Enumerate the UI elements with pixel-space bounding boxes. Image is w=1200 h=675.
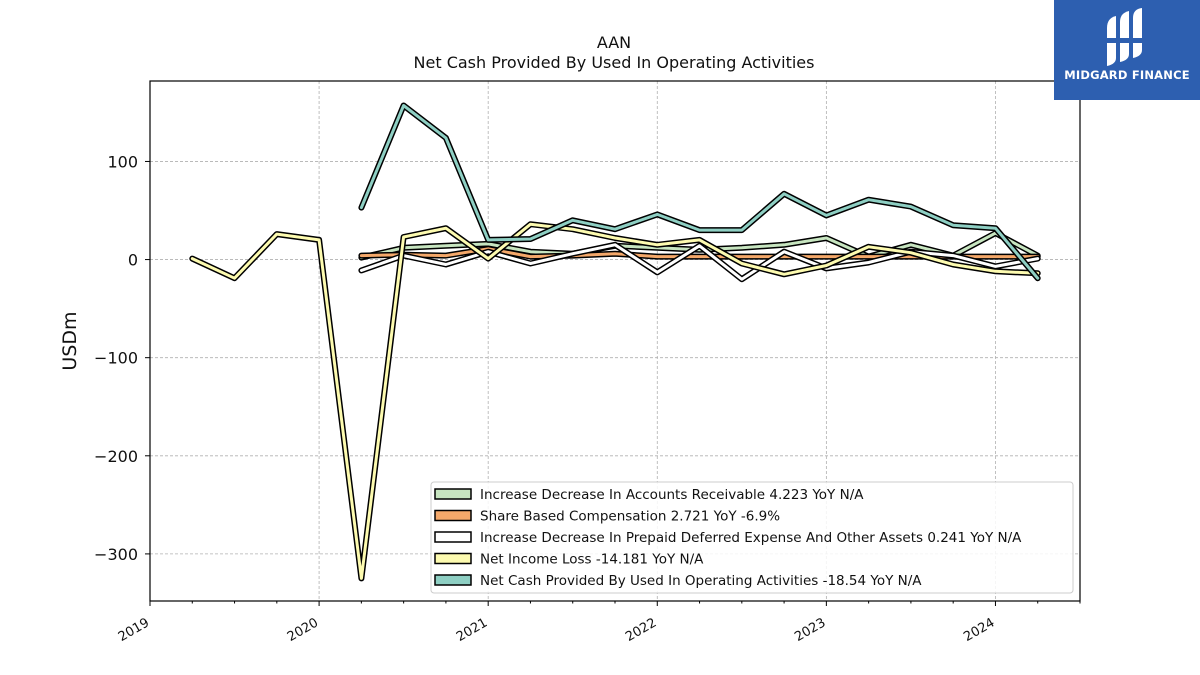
series-lines — [189, 102, 1041, 582]
y-axis-label: USDm — [59, 311, 81, 370]
legend-item: Net Cash Provided By Used In Operating A… — [434, 573, 922, 589]
x-tick-label: 2020 — [285, 615, 321, 645]
series-stroke — [359, 243, 1040, 281]
y-tick-label: 100 — [107, 152, 138, 171]
y-tick-label: 0 — [128, 251, 138, 270]
legend-swatch — [434, 531, 472, 543]
series-line — [358, 241, 1041, 283]
legend-swatch — [434, 488, 472, 500]
series-line — [358, 102, 1041, 282]
legend-swatch — [434, 574, 472, 586]
legend-swatch — [434, 552, 472, 565]
x-tick-label: 2022 — [623, 615, 659, 645]
legend-label: Net Cash Provided By Used In Operating A… — [480, 573, 922, 589]
y-tick-label: −100 — [94, 349, 138, 368]
legend-swatch — [434, 509, 472, 522]
logo-text: MIDGARD FINANCE — [1064, 68, 1190, 82]
series-line — [358, 230, 1041, 261]
series-stroke — [359, 231, 1040, 260]
series-line — [189, 221, 1041, 582]
series-stroke — [190, 222, 1040, 580]
legend-item: Increase Decrease In Prepaid Deferred Ex… — [434, 530, 1022, 546]
legend-label: Increase Decrease In Accounts Receivable… — [480, 487, 864, 503]
legend-item: Share Based Compensation 2.721 YoY -6.9% — [434, 509, 780, 525]
legend-item: Net Income Loss -14.181 YoY N/A — [434, 552, 704, 568]
legend-label: Share Based Compensation 2.721 YoY -6.9% — [480, 509, 780, 525]
series-stroke — [359, 104, 1040, 280]
x-tick-label: 2023 — [792, 615, 828, 645]
x-tick-label: 2024 — [961, 615, 997, 645]
chart-title: AAN — [597, 33, 631, 52]
y-tick-label: −200 — [94, 447, 138, 466]
chart-subtitle: Net Cash Provided By Used In Operating A… — [414, 53, 815, 72]
x-tick-label: 2021 — [454, 615, 490, 645]
legend-frame — [430, 481, 1074, 594]
legend-item: Increase Decrease In Accounts Receivable… — [434, 487, 864, 503]
legend-label: Increase Decrease In Prepaid Deferred Ex… — [480, 530, 1022, 546]
y-tick-label: −300 — [94, 545, 138, 564]
legend-label: Net Income Loss -14.181 YoY N/A — [480, 552, 704, 568]
midgard-finance-logo: MIDGARD FINANCE — [1054, 0, 1200, 100]
legend: Increase Decrease In Accounts Receivable… — [430, 481, 1074, 594]
x-tick-label: 2019 — [116, 615, 152, 645]
midgard-logo-icon — [1104, 8, 1146, 66]
